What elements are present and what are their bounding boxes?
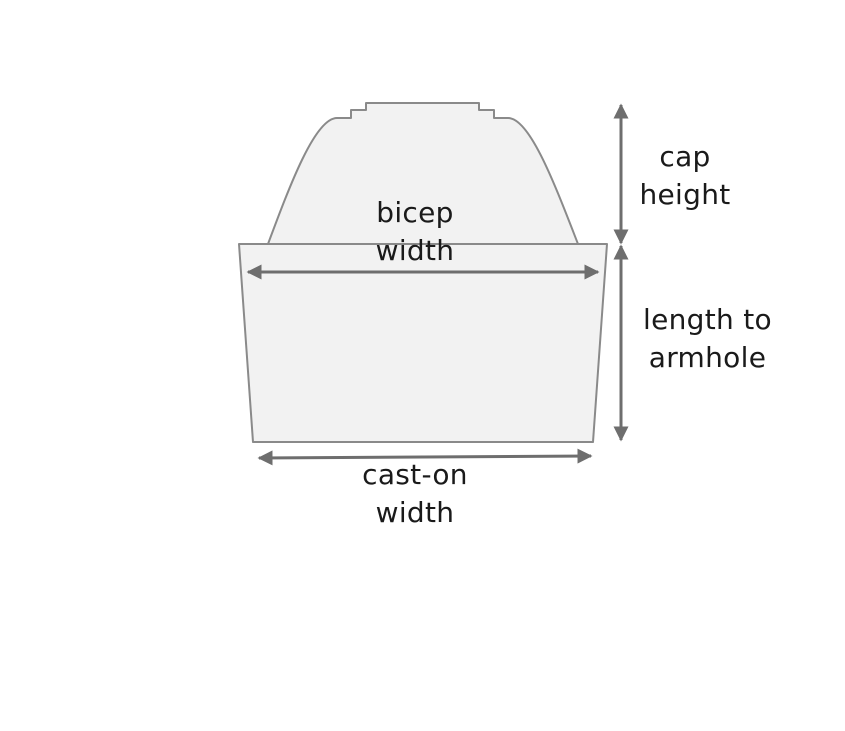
sleeve-cap-shape <box>267 102 579 245</box>
cast-on-width-label-line-2: width <box>375 496 455 529</box>
length-to-armhole-label-line-2: armhole <box>648 341 767 374</box>
cast-on-width-label: cast-on width <box>330 456 500 532</box>
length-to-armhole-label-line-1: length to <box>643 303 772 336</box>
bicep-width-label-line-1: bicep <box>376 196 454 229</box>
cast-on-width-arrow <box>257 448 593 466</box>
cap-height-label-line-2: height <box>639 178 731 211</box>
bicep-width-label-line-2: width <box>375 234 455 267</box>
cap-height-label: cap height <box>615 138 755 214</box>
bicep-width-label: bicep width <box>335 194 495 270</box>
length-to-armhole-label: length to armhole <box>620 301 795 377</box>
sleeve-body-shape <box>238 243 608 443</box>
cap-height-label-line-1: cap <box>659 140 711 173</box>
cast-on-width-label-line-1: cast-on <box>362 458 468 491</box>
